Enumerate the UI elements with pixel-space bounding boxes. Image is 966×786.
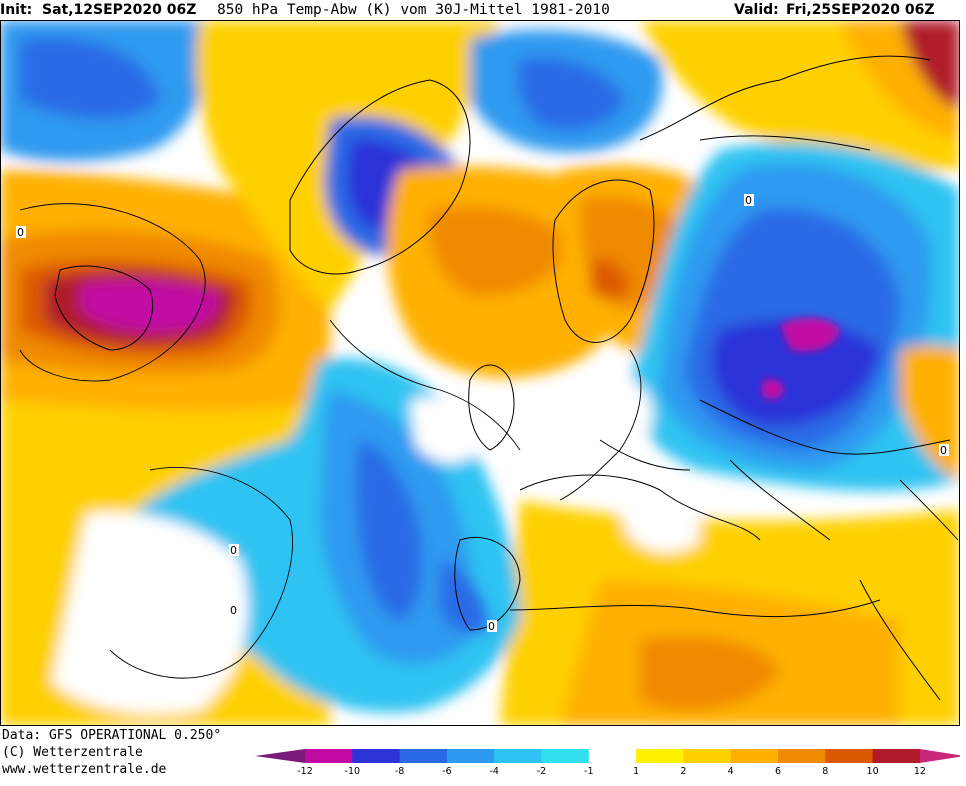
legend-swatch — [446, 749, 495, 763]
contour-label: 0 — [230, 604, 237, 617]
valid-label: Valid: — [734, 2, 779, 18]
url-text: www.wetterzentrale.de — [2, 762, 167, 777]
temperature-anomaly-map: 0 0 0 0 0 0 — [0, 20, 960, 726]
anomaly-fields — [0, 20, 960, 726]
copyright-text: (C) Wetterzentrale — [2, 745, 143, 760]
map-border — [0, 20, 960, 726]
data-source-text: Data: GFS OPERATIONAL 0.250° — [2, 728, 222, 743]
legend-arrow-right — [919, 749, 965, 763]
legend-tick-label: -10 — [344, 766, 361, 777]
legend-tick-label: 1 — [633, 766, 640, 777]
zero-contours — [19, 135, 959, 679]
legend-tick-label: 2 — [680, 766, 687, 777]
contour-label: 0 — [488, 620, 495, 633]
legend-tick-label: 12 — [913, 766, 926, 777]
map-title: 850 hPa Temp-Abw (K) vom 30J-Mittel 1981… — [217, 2, 610, 18]
legend-tick-label: -12 — [297, 766, 313, 777]
init-value: Sat,12SEP2020 06Z — [42, 2, 197, 18]
legend-tick-label: 10 — [866, 766, 879, 777]
contour-label: 0 — [17, 226, 24, 239]
legend-tick-label: -1 — [584, 766, 594, 777]
legend-swatch — [778, 749, 826, 763]
valid-value: Fri,25SEP2020 06Z — [786, 2, 935, 18]
legend-tick-label: -4 — [489, 766, 499, 777]
contour-label: 0 — [745, 194, 752, 207]
legend-tick-label: 6 — [774, 766, 782, 777]
legend-swatch — [636, 749, 684, 763]
coastlines — [54, 55, 951, 701]
legend-swatch — [730, 749, 779, 763]
legend-tick-label: -6 — [442, 766, 452, 777]
legend-tick-label: 8 — [822, 766, 829, 777]
legend-tick-label: -2 — [536, 766, 547, 777]
map-footer: Data: GFS OPERATIONAL 0.250° (C) Wetterz… — [0, 728, 966, 786]
legend-swatch — [588, 749, 637, 763]
legend-swatch — [541, 749, 590, 763]
color-legend: -12 -10 -8 -6 -4 -2 -1 1 2 4 6 8 10 12 — [255, 748, 965, 780]
legend-colorbar — [255, 749, 965, 763]
legend-arrow-left — [255, 749, 305, 763]
legend-tick-label: 4 — [727, 766, 734, 777]
legend-swatch — [872, 749, 921, 763]
pink-cold-core — [762, 318, 840, 400]
legend-swatch — [494, 749, 542, 763]
legend-swatch — [825, 749, 874, 763]
init-label: Init: — [0, 2, 33, 18]
contour-labels: 0 0 0 0 0 0 — [16, 194, 949, 633]
contour-label: 0 — [230, 544, 237, 557]
legend-swatch — [399, 749, 448, 763]
contour-label: 0 — [940, 444, 947, 457]
map-header: Init: Sat,12SEP2020 06Z 850 hPa Temp-Abw… — [0, 0, 966, 20]
legend-swatch — [352, 749, 401, 763]
legend-tick-label: -8 — [394, 766, 405, 777]
legend-swatch — [683, 749, 732, 763]
map-canvas: 0 0 0 0 0 0 — [0, 20, 960, 726]
legend-swatch — [305, 749, 353, 763]
